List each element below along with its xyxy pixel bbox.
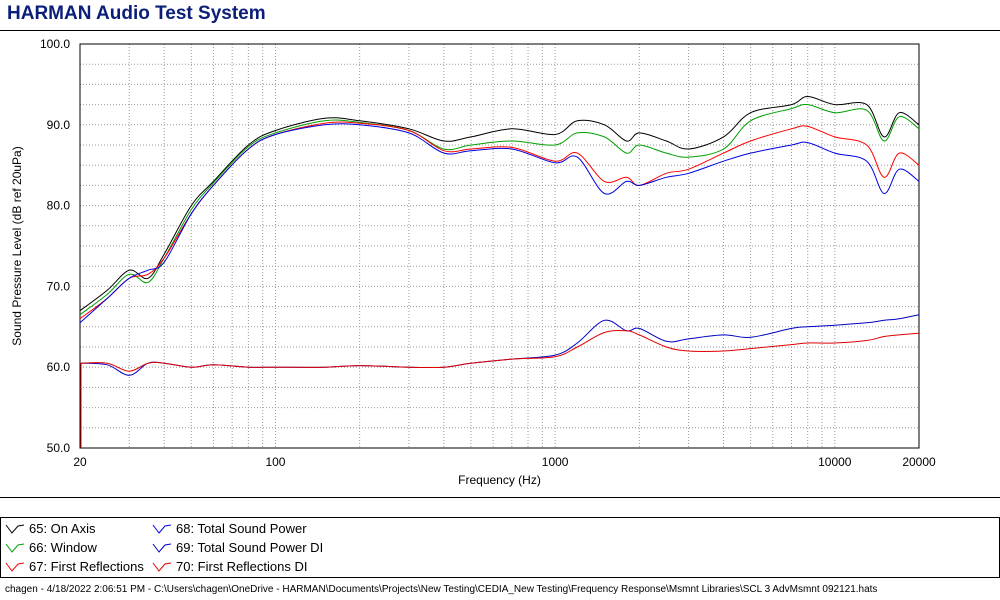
x-axis-label: Frequency (Hz) — [458, 473, 541, 487]
y-tick-label: 90.0 — [47, 118, 71, 132]
window-title: HARMAN Audio Test System — [7, 3, 266, 24]
legend-swatch — [152, 562, 172, 572]
frequency-response-chart: 50.0 60.0 70.0 80.0 90.0 100.0 20 100 1000 10000 2… — [10, 37, 936, 487]
legend-swatch — [152, 524, 172, 534]
y-tick-label: 80.0 — [47, 199, 71, 213]
plot-frame — [79, 43, 920, 449]
legend-left-border — [0, 517, 1, 578]
series-line-70-first-reflections-di — [79, 329, 920, 372]
series-line-65-on-axis — [79, 95, 920, 312]
legend-swatch — [152, 543, 172, 553]
x-tick-label: 1000 — [542, 455, 569, 469]
legend-label: 70: First Reflections DI — [176, 559, 308, 574]
x-tick-label: 20000 — [902, 455, 936, 469]
y-tick-label: 50.0 — [47, 441, 71, 455]
legend-bottom-divider — [0, 577, 1000, 578]
legend-label: 67: First Reflections — [29, 559, 144, 574]
y-tick-label: 100.0 — [40, 37, 70, 51]
series-line-66-window — [79, 103, 920, 316]
file-path-footer: chagen - 4/18/2022 2:06:51 PM - C:\Users… — [5, 584, 878, 595]
plot-area — [80, 44, 919, 448]
chart-divider — [0, 497, 1000, 498]
title-divider — [0, 30, 1000, 31]
legend-label: 68: Total Sound Power — [176, 521, 307, 536]
legend-swatch — [5, 562, 25, 572]
y-tick-label: 60.0 — [47, 360, 71, 374]
y-tick-label: 70.0 — [47, 279, 71, 293]
legend-label: 66: Window — [29, 540, 97, 555]
legend-label: 69: Total Sound Power DI — [176, 540, 324, 555]
legend-swatch — [5, 524, 25, 534]
legend-top-divider — [0, 517, 1000, 518]
legend-swatch — [5, 543, 25, 553]
legend-label: 65: On Axis — [29, 521, 96, 536]
series-line-68-total-sound-power — [79, 123, 920, 324]
x-tick-label: 20 — [73, 455, 87, 469]
y-axis-label: Sound Pressure Level (dB ref 20uPa) — [10, 146, 24, 345]
x-tick-label: 100 — [265, 455, 285, 469]
x-tick-label: 10000 — [818, 455, 852, 469]
